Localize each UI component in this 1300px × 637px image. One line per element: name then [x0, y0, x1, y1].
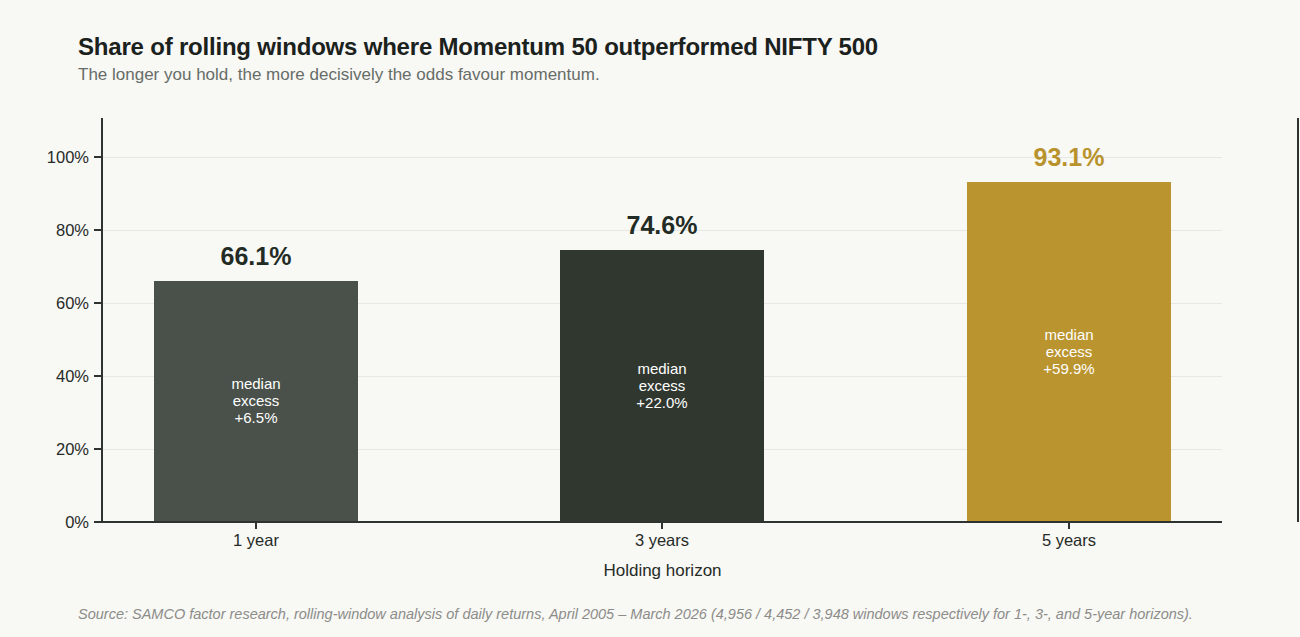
chart-page: Share of rolling windows where Momentum … — [0, 0, 1300, 637]
bar-inner-label-line: excess — [967, 343, 1171, 360]
y-tick — [94, 156, 101, 158]
y-tick-label: 40% — [31, 366, 89, 386]
bar-inner-label-line: +59.9% — [967, 360, 1171, 377]
bar-value-label: 93.1% — [967, 143, 1171, 172]
x-tick — [661, 523, 663, 529]
bar-inner-label-line: excess — [154, 392, 358, 409]
y-axis-line — [101, 118, 103, 523]
y-tick — [94, 302, 101, 304]
bar-inner-label: medianexcess+6.5% — [154, 375, 358, 426]
y-tick-label: 20% — [31, 439, 89, 459]
x-tick — [1068, 523, 1070, 529]
bar-value-label: 66.1% — [154, 242, 358, 271]
bar-inner-label: medianexcess+22.0% — [560, 360, 764, 411]
x-tick-label: 3 years — [582, 531, 742, 550]
bar-value-label: 74.6% — [560, 211, 764, 240]
x-tick-label: 5 years — [989, 531, 1149, 550]
source-note: Source: SAMCO factor research, rolling-w… — [78, 606, 1193, 622]
plot-right-border — [1297, 118, 1299, 522]
bar-inner-label-line: excess — [560, 377, 764, 394]
bar-inner-label-line: median — [154, 375, 358, 392]
x-tick-label: 1 year — [176, 531, 336, 550]
y-tick — [94, 521, 101, 523]
y-tick — [94, 375, 101, 377]
y-tick-label: 0% — [31, 512, 89, 532]
x-tick — [255, 523, 257, 529]
x-axis-title: Holding horizon — [103, 561, 1222, 581]
y-tick-label: 80% — [31, 220, 89, 240]
bar-inner-label-line: median — [560, 360, 764, 377]
y-tick-label: 100% — [31, 147, 89, 167]
y-tick — [94, 448, 101, 450]
bar-inner-label-line: median — [967, 326, 1171, 343]
y-tick-label: 60% — [31, 293, 89, 313]
plot-area: 0%20%40%60%80%100%66.1%medianexcess+6.5%… — [0, 0, 1300, 637]
bar-inner-label-line: +6.5% — [154, 409, 358, 426]
y-tick — [94, 229, 101, 231]
bar-inner-label: medianexcess+59.9% — [967, 326, 1171, 377]
bar-inner-label-line: +22.0% — [560, 394, 764, 411]
